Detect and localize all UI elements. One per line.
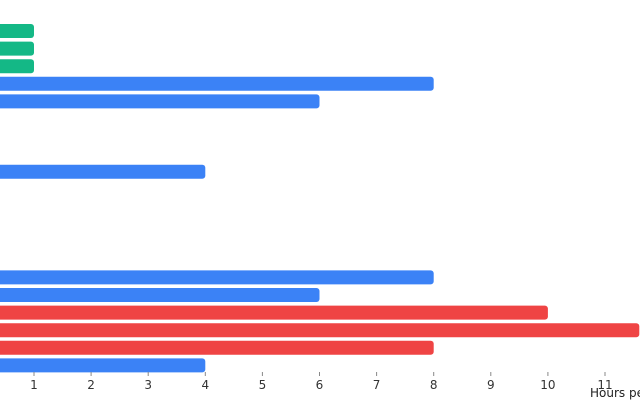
x-tick-label-6: 6 bbox=[316, 378, 324, 392]
bar-5 bbox=[0, 94, 320, 109]
x-axis-label: Hours pe bbox=[590, 386, 640, 400]
x-tick-label-11: 11 bbox=[597, 378, 612, 392]
bar-4 bbox=[0, 76, 434, 91]
x-tick-label-3: 3 bbox=[144, 378, 152, 392]
bar-group bbox=[0, 24, 640, 373]
bar-1 bbox=[0, 24, 34, 38]
bar-2 bbox=[0, 41, 34, 56]
bar-3 bbox=[0, 59, 34, 74]
x-axis-ticks: 1 2 3 4 5 6 7 8 9 10 11 bbox=[30, 372, 613, 392]
x-tick-label-7: 7 bbox=[373, 378, 381, 392]
x-tick-label-1: 1 bbox=[30, 378, 38, 392]
bar-19 bbox=[0, 340, 434, 355]
bar-20 bbox=[0, 358, 206, 373]
x-tick-label-10: 10 bbox=[540, 378, 555, 392]
x-tick-label-8: 8 bbox=[430, 378, 438, 392]
bar-15 bbox=[0, 270, 434, 285]
x-tick-label-4: 4 bbox=[201, 378, 209, 392]
x-tick-label-5: 5 bbox=[259, 378, 267, 392]
x-tick-label-2: 2 bbox=[87, 378, 95, 392]
x-tick-label-9: 9 bbox=[487, 378, 495, 392]
bar-17 bbox=[0, 305, 548, 320]
bar-16 bbox=[0, 288, 320, 302]
bar-9 bbox=[0, 164, 206, 179]
bar-18 bbox=[0, 323, 640, 338]
